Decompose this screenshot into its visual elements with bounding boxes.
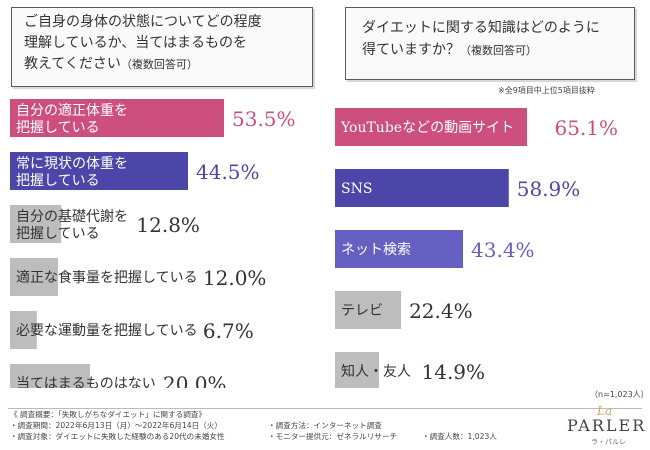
- left-value-label-1: 44.5%: [196, 160, 260, 184]
- right-category-label-3: テレビ: [341, 303, 383, 319]
- left-bar-2: [10, 205, 62, 243]
- left-question-suffix: （複数回答可）: [120, 58, 198, 71]
- left-value-label-2: 12.8%: [136, 213, 200, 237]
- right-category-label-4: 知人・友人: [341, 363, 411, 380]
- footer-target: ・調査対象：ダイエットに失敗した経験のある20代の未婚女性: [10, 432, 225, 441]
- right-category-label-0: YouTubeなどの動画サイト: [340, 120, 514, 136]
- right-question-suffix: （複数回答可）: [460, 44, 537, 57]
- footer-method: ・調査方法：インターネット調査: [268, 421, 382, 430]
- right-value-label-2: 43.4%: [471, 238, 535, 262]
- right-bar-0: [335, 108, 528, 146]
- left-bar-0: [10, 99, 224, 137]
- footer-count: ・調査人数：1,023人: [422, 432, 497, 441]
- left-bar-3: [10, 258, 58, 296]
- left-category-label-4: 必要な運動量を把握している: [16, 323, 198, 339]
- left-category-label-3: 適正な食事量を把握している: [16, 269, 198, 286]
- left-question-line1: ご自身の身体の状態についてどの程度: [24, 14, 262, 30]
- right-question-box: [345, 7, 635, 80]
- left-question-box: [11, 7, 313, 87]
- sample-size: （n=1,023人）: [590, 390, 649, 399]
- left-value-label-5: 20.0%: [163, 372, 227, 388]
- left-bar-4: [10, 311, 37, 349]
- left-category-label-0: 自分の適正体重を把握している: [16, 102, 128, 136]
- logo-sub: ラ・パルレ: [591, 438, 626, 446]
- right-value-label-4: 14.9%: [422, 360, 486, 384]
- footer-title: 《 調査概要：「失敗しがちなダイエット」に関する調査》: [10, 410, 206, 419]
- logo-parler: PARLER: [567, 416, 647, 435]
- right-question-line2: 得ていますか？（複数回答可）: [362, 40, 537, 61]
- left-value-label-0: 53.5%: [232, 107, 296, 131]
- left-bar-chart: 自分の適正体重を把握している 53.5% 常に現状の体重を把握している 44.5% 自分…: [10, 99, 296, 388]
- footer-period: ・調査期間：2022年6月13日（月）〜2022年6月14日（火）: [10, 421, 222, 430]
- right-question-line2-text: 得ていますか？: [362, 42, 460, 58]
- left-question-line3: 教えてください（複数回答可）: [24, 54, 198, 75]
- right-bar-4: [335, 352, 379, 388]
- right-bar-1: [335, 169, 509, 207]
- right-bar-2: [335, 230, 464, 268]
- footer-provider: ・モニター提供元：ゼネラルリサーチ: [268, 432, 398, 441]
- right-value-label-0: 65.1%: [555, 116, 619, 140]
- footer-divider: [8, 408, 642, 409]
- left-question-line2: 理解しているか、当てはまるものを: [24, 35, 248, 51]
- left-category-label-1: 常に現状の体重を把握している: [16, 156, 128, 189]
- right-question-line1: ダイエットに関する知識はどのように: [362, 20, 600, 36]
- left-value-label-3: 12.0%: [203, 266, 267, 290]
- right-value-label-3: 22.4%: [409, 299, 473, 323]
- right-value-label-1: 58.9%: [517, 177, 581, 201]
- logo-la: La: [597, 404, 613, 418]
- right-category-label-1: SNS: [341, 181, 372, 197]
- left-category-label-2: 自分の基礎代謝を把握している: [16, 208, 128, 242]
- left-bar-1: [10, 152, 188, 190]
- right-category-label-2: ネット検索: [341, 241, 411, 258]
- right-bar-3: [335, 291, 402, 329]
- left-question-line3-text: 教えてください: [24, 56, 121, 72]
- left-value-label-4: 6.7%: [203, 319, 254, 343]
- left-bar-5: [10, 364, 90, 388]
- right-bar-chart: YouTubeなどの動画サイト 65.1% SNS 58.9% ネット検索 43.4% テレ…: [335, 108, 619, 388]
- right-note: ※全9項目中上位5項目抜粋: [498, 86, 595, 95]
- left-category-label-5: 当てはまるものはない: [16, 376, 156, 388]
